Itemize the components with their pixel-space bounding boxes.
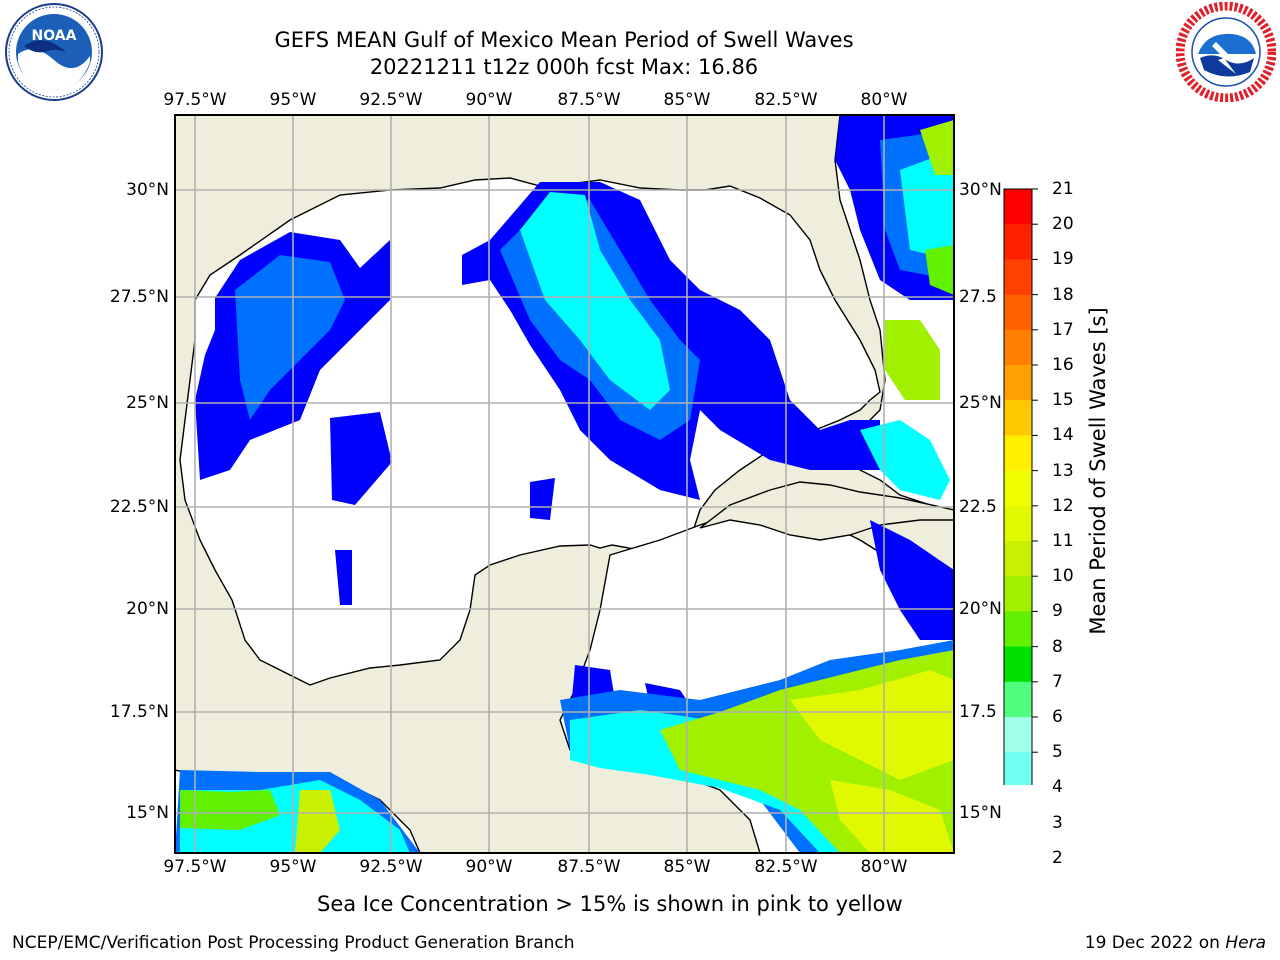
colorbar-label: 12 [1052, 495, 1074, 516]
lon-tick: 97.5°W [163, 90, 227, 110]
colorbar-segment [1004, 365, 1032, 401]
lon-tick: 85°W [663, 857, 711, 877]
lat-tick: 17.5°N [109, 702, 169, 722]
lon-tick: 95°W [269, 90, 317, 110]
lat-tick: 17.5 [959, 702, 997, 722]
colorbar-title: Mean Period of Swell Waves [s] [1086, 307, 1110, 635]
colorbar-label: 8 [1052, 636, 1063, 657]
colorbar-label: 20 [1052, 214, 1074, 235]
swell-green-yellow-regions [180, 120, 954, 853]
colorbar-label: 13 [1052, 460, 1074, 481]
lat-tick: 30°N [126, 180, 169, 200]
lat-tick: 22.5 [959, 497, 997, 517]
colorbar-label: 11 [1052, 531, 1074, 551]
map-frame [174, 114, 955, 854]
national-weather-service-logo-icon [1176, 2, 1276, 102]
colorbar-label: 19 [1052, 249, 1074, 270]
lat-tick: 20°N [126, 599, 169, 619]
colorbar-label: 7 [1052, 671, 1063, 692]
colorbar-label: 2 [1052, 847, 1063, 868]
colorbar-segment [1004, 646, 1032, 683]
colorbar-segment [1004, 329, 1032, 366]
lon-tick: 80°W [860, 857, 908, 877]
colorbar-label: 6 [1052, 707, 1063, 727]
noaa-logo-icon: NOAA [5, 3, 103, 101]
lon-tick: 90°W [465, 90, 513, 110]
colorbar-label: 18 [1052, 284, 1074, 305]
lat-tick: 30°N [959, 180, 1002, 200]
colorbar-label: 14 [1052, 425, 1074, 446]
colorbar-label: 9 [1052, 601, 1063, 622]
lon-tick: 90°W [465, 857, 513, 877]
colorbar-label: 3 [1052, 812, 1063, 833]
chart-title-line2: 20221211 t12z 000h fcst Max: 16.86 [369, 55, 759, 79]
lon-tick: 87.5°W [557, 90, 621, 110]
chart-title-line1: GEFS MEAN Gulf of Mexico Mean Period of … [274, 28, 854, 52]
lon-tick: 82.5°W [754, 90, 818, 110]
lat-tick: 27.5 [959, 287, 997, 307]
colorbar-label: 16 [1052, 355, 1074, 375]
colorbar-segment [1004, 435, 1032, 472]
lat-tick: 25°N [959, 393, 1002, 413]
map-gridlines [175, 115, 954, 853]
lat-tick: 20°N [959, 599, 1002, 619]
sea-ice-note: Sea Ice Concentration > 15% is shown in … [317, 892, 903, 916]
colorbar [1003, 188, 1038, 785]
noaa-text: NOAA [32, 28, 77, 44]
colorbar-segment [1004, 541, 1032, 577]
colorbar-segment [1004, 611, 1032, 648]
footer-branch: NCEP/EMC/Verification Post Processing Pr… [12, 933, 575, 953]
lon-tick: 97.5°W [163, 857, 227, 877]
lat-tick: 22.5°N [109, 497, 169, 517]
lat-tick: 25°N [126, 393, 169, 413]
colorbar-label: 17 [1052, 319, 1074, 340]
lon-tick: 82.5°W [754, 857, 818, 877]
footer-date: 19 Dec 2022 on Hera [1085, 933, 1266, 953]
colorbar-segment [1004, 681, 1032, 718]
colorbar-label: 15 [1052, 390, 1074, 411]
colorbar-segment [1004, 752, 1032, 785]
lon-tick: 92.5°W [359, 857, 423, 877]
lat-tick: 15°N [126, 803, 169, 823]
lon-tick: 85°W [663, 90, 711, 110]
colorbar-segment [1004, 717, 1032, 753]
colorbar-segment [1004, 294, 1032, 331]
colorbar-segment [1004, 576, 1032, 612]
colorbar-segment [1004, 400, 1032, 436]
lon-tick: 92.5°W [359, 90, 423, 110]
lat-tick: 27.5°N [109, 287, 169, 307]
colorbar-label: 5 [1052, 742, 1063, 763]
footer-host: Hera [1225, 933, 1266, 953]
colorbar-label: 21 [1052, 179, 1074, 199]
colorbar-segment [1004, 189, 1032, 225]
colorbar-label: 10 [1052, 566, 1074, 587]
lon-tick: 95°W [269, 857, 317, 877]
footer-date-text: 19 Dec 2022 on [1084, 933, 1226, 953]
colorbar-segment [1004, 259, 1032, 296]
lon-tick: 87.5°W [557, 857, 621, 877]
colorbar-segment [1004, 505, 1032, 542]
cuba-land [699, 481, 954, 541]
lat-tick: 15°N [959, 803, 1002, 823]
colorbar-segment [1004, 224, 1032, 260]
lon-tick: 80°W [860, 90, 908, 110]
colorbar-segment [1004, 470, 1032, 507]
colorbar-label: 4 [1052, 777, 1063, 798]
